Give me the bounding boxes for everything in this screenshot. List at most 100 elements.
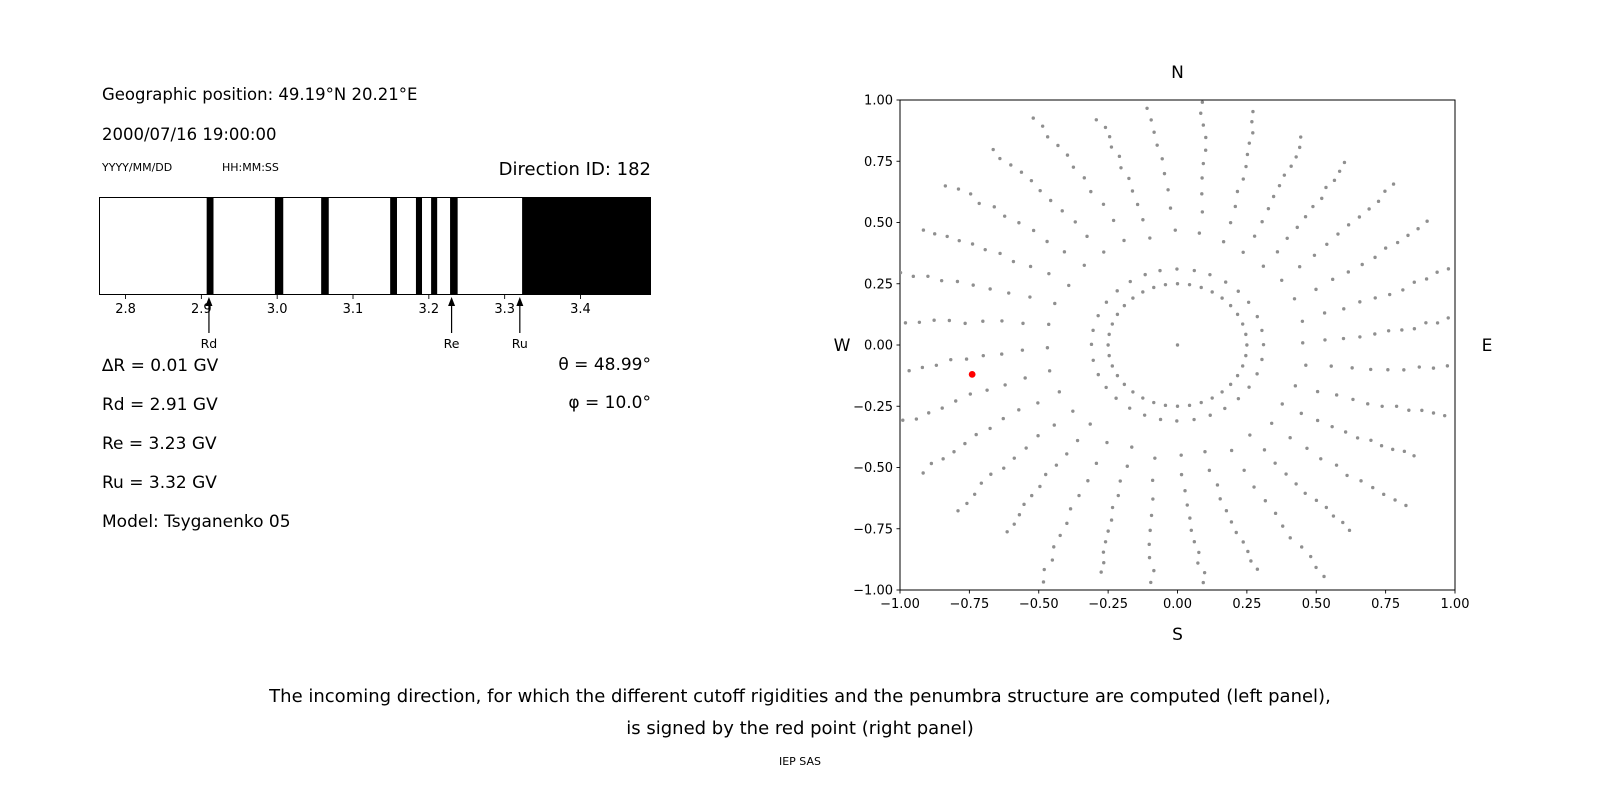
direction-dot bbox=[1261, 264, 1266, 268]
direction-dot bbox=[1110, 364, 1115, 368]
penumbra-band bbox=[431, 198, 438, 294]
direction-dot bbox=[1102, 250, 1106, 254]
direction-dot bbox=[901, 418, 905, 422]
direction-dot bbox=[1197, 550, 1201, 555]
direction-dot bbox=[1244, 353, 1248, 358]
direction-dot bbox=[963, 321, 967, 326]
y-tick-label: 0.25 bbox=[864, 277, 893, 292]
direction-dot bbox=[1127, 406, 1132, 410]
direction-dot bbox=[1115, 373, 1120, 378]
direction-dot bbox=[949, 357, 953, 362]
direction-dot bbox=[1251, 109, 1255, 114]
direction-dot bbox=[1404, 503, 1408, 508]
direction-dot bbox=[1185, 503, 1189, 507]
direction-dot bbox=[1187, 403, 1192, 408]
direction-dot bbox=[1115, 289, 1119, 293]
direction-dot bbox=[1162, 171, 1167, 176]
direction-dot bbox=[1142, 413, 1147, 417]
x-tick-label: 3.1 bbox=[343, 302, 364, 317]
compass-north: N bbox=[1171, 63, 1184, 83]
direction-dot bbox=[1022, 502, 1026, 507]
direction-dot bbox=[988, 287, 992, 291]
direction-dot bbox=[1096, 372, 1100, 377]
direction-dot bbox=[1203, 148, 1208, 152]
direction-dot bbox=[1215, 483, 1220, 487]
x-tick-label: 0.00 bbox=[1163, 597, 1192, 612]
direction-dot bbox=[1203, 450, 1207, 454]
direction-dot bbox=[1141, 290, 1145, 294]
model-label: Model: Tsyganenko 05 bbox=[102, 512, 291, 532]
direction-dot bbox=[1252, 485, 1256, 489]
direction-dot bbox=[1315, 418, 1320, 423]
direction-dot bbox=[929, 461, 934, 466]
direction-dot bbox=[1331, 514, 1336, 518]
direction-dot bbox=[1371, 485, 1375, 490]
penumbra-band bbox=[522, 198, 651, 294]
direction-dot bbox=[1019, 170, 1024, 174]
direction-dot bbox=[1281, 524, 1285, 528]
direction-dot bbox=[1402, 368, 1406, 372]
y-tick-label: 0.50 bbox=[864, 216, 893, 231]
direction-dot bbox=[1412, 327, 1417, 331]
direction-dot bbox=[1199, 400, 1203, 405]
direction-dot bbox=[1305, 446, 1309, 450]
x-tick-label: −0.75 bbox=[949, 597, 989, 612]
direction-dot bbox=[957, 238, 961, 243]
direction-dot bbox=[1260, 357, 1264, 362]
direction-dot bbox=[1446, 267, 1451, 271]
direction-dot bbox=[970, 242, 975, 246]
direction-dot bbox=[1089, 342, 1094, 347]
direction-dot bbox=[1241, 540, 1245, 544]
direction-dot bbox=[1117, 154, 1122, 159]
direction-dot bbox=[1188, 516, 1192, 520]
x-tick-label: 3.3 bbox=[494, 302, 515, 317]
direction-dot bbox=[1255, 314, 1259, 319]
direction-dot bbox=[1149, 118, 1153, 122]
direction-dot bbox=[1065, 153, 1070, 157]
direction-dot bbox=[1166, 188, 1170, 192]
direction-dot bbox=[1200, 192, 1204, 196]
direction-dot bbox=[1346, 270, 1351, 274]
direction-dot bbox=[1251, 131, 1255, 135]
direction-id: Direction ID: 182 bbox=[498, 159, 651, 180]
penumbra-band bbox=[390, 198, 397, 294]
direction-dot bbox=[1068, 507, 1073, 511]
direction-dot bbox=[1301, 341, 1305, 345]
direction-dot bbox=[1266, 206, 1271, 211]
direction-dot bbox=[1324, 505, 1329, 510]
direction-dot bbox=[1314, 287, 1318, 292]
direction-dot bbox=[1329, 364, 1333, 368]
direction-dot bbox=[1341, 520, 1345, 525]
direction-dot bbox=[1299, 411, 1304, 416]
direction-dot bbox=[947, 318, 952, 323]
direction-dot bbox=[1210, 290, 1214, 294]
direction-dot bbox=[964, 357, 969, 361]
direction-dot bbox=[1255, 372, 1259, 376]
direction-dot bbox=[1309, 554, 1313, 559]
direction-dot bbox=[1228, 382, 1233, 387]
direction-dot bbox=[1252, 234, 1257, 238]
direction-dot bbox=[1007, 291, 1011, 295]
direction-dot bbox=[1152, 568, 1156, 573]
direction-dot bbox=[1038, 484, 1042, 489]
direction-dot bbox=[1023, 376, 1027, 380]
direction-dot bbox=[968, 192, 973, 196]
direction-dot bbox=[1152, 285, 1156, 290]
direction-dot bbox=[1024, 446, 1028, 450]
marker-label: Re bbox=[444, 336, 460, 351]
direction-dot bbox=[885, 271, 888, 274]
direction-dot bbox=[1012, 456, 1016, 460]
direction-dot bbox=[1393, 498, 1397, 502]
direction-dot bbox=[1021, 321, 1025, 326]
direction-dot bbox=[941, 457, 945, 461]
direction-dot bbox=[1355, 436, 1360, 440]
direction-dot bbox=[1300, 319, 1305, 323]
direction-dot bbox=[1431, 411, 1436, 415]
direction-dot bbox=[1099, 570, 1103, 574]
direction-dot bbox=[1311, 204, 1315, 209]
direction-dot bbox=[1147, 555, 1152, 560]
direction-dot bbox=[1053, 301, 1057, 306]
direction-dot bbox=[977, 201, 981, 206]
direction-dot bbox=[1028, 264, 1033, 269]
